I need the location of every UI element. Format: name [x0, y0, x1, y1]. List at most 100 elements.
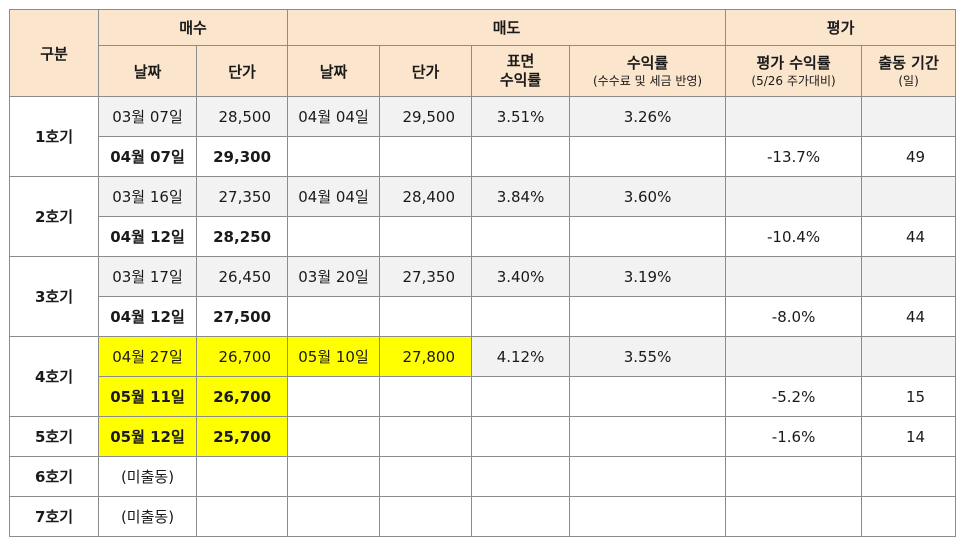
yield-empty: [569, 376, 727, 417]
surface-yield-empty: [471, 416, 571, 457]
header-surface-yield-line1: 표면: [506, 52, 535, 70]
sell-price: 27,350: [379, 256, 473, 297]
buy-date: 04월 12일: [98, 216, 197, 257]
days: 15: [861, 376, 957, 417]
yield-empty: [569, 456, 727, 497]
row-label: 6호기: [9, 456, 99, 497]
header-yield-note: (수수료 및 세금 반영): [592, 73, 703, 88]
surface-yield-empty: [471, 136, 571, 177]
sell-price-empty: [379, 136, 473, 177]
eval-yield: -13.7%: [725, 136, 863, 177]
header-yield: 수익률 (수수료 및 세금 반영): [569, 45, 727, 97]
days: 44: [861, 296, 957, 337]
buy-date: 04월 27일: [98, 336, 197, 377]
table-row: 5호기 05월 12일 25,700 -1.6% 14: [9, 416, 957, 457]
table-row: 04월 12일 27,500 -8.0% 44: [10, 296, 957, 337]
header-sell-date: 날짜: [287, 45, 381, 97]
header-surface-yield: 표면 수익률: [471, 45, 571, 97]
surface-yield: 3.40%: [471, 256, 571, 297]
surface-yield: 3.51%: [471, 96, 571, 137]
table-row: 1호기 03월 07일 28,500 04월 04일 29,500 3.51% …: [9, 96, 957, 177]
buy-price: 26,450: [195, 256, 289, 297]
sell-price: 29,500: [379, 96, 473, 137]
buy-date: 04월 07일: [98, 136, 197, 177]
row-label: 4호기: [9, 336, 99, 417]
surface-yield: 4.12%: [471, 336, 571, 377]
surface-yield-empty: [471, 456, 571, 497]
sell-date-empty: [287, 296, 381, 337]
yield-empty: [569, 496, 727, 537]
header-eval-yield-label: 평가 수익률: [756, 53, 831, 72]
sell-date: 04월 04일: [287, 96, 381, 137]
row-label: 1호기: [9, 96, 99, 177]
yield-empty: [569, 216, 727, 257]
surface-yield-empty: [471, 216, 571, 257]
header-group: 구분: [9, 9, 99, 97]
days-empty: [861, 336, 957, 377]
header-sell-price: 단가: [379, 45, 473, 97]
sell-price-empty: [379, 376, 473, 417]
table-row: 05월 11일 26,700 -5.2% 15: [10, 376, 957, 417]
days-empty: [861, 176, 957, 217]
yield-empty: [569, 296, 727, 337]
header-period-label: 출동 기간: [878, 53, 939, 72]
eval-yield-empty: [725, 336, 863, 377]
sell-date-empty: [287, 456, 381, 497]
sell-price-empty: [379, 416, 473, 457]
table-row: 04월 12일 28,250 -10.4% 44: [10, 216, 957, 257]
buy-date: 04월 12일: [98, 296, 197, 337]
header-buy-price: 단가: [195, 45, 289, 97]
eval-yield-empty: [725, 496, 863, 537]
days-empty: [861, 456, 957, 497]
sell-date-empty: [287, 216, 381, 257]
yield: 3.19%: [569, 256, 727, 297]
header-period: 출동 기간 (일): [861, 45, 957, 97]
buy-date: 03월 17일: [98, 256, 197, 297]
buy-price: 25,700: [195, 416, 289, 457]
buy-price: 28,500: [195, 96, 289, 137]
sell-date-empty: [287, 496, 381, 537]
buy-date: 05월 12일: [98, 416, 197, 457]
buy-price: 26,700: [195, 376, 289, 417]
not-deployed-note: (미출동): [98, 456, 197, 497]
eval-yield-empty: [725, 176, 863, 217]
header-eval-yield: 평가 수익률 (5/26 주가대비): [725, 45, 863, 97]
table-row: 4호기 04월 27일 26,700 05월 10일 27,800 4.12% …: [9, 336, 957, 417]
table-row: 04월 07일 29,300 -13.7% 49: [10, 136, 957, 177]
sell-date: 04월 04일: [287, 176, 381, 217]
row-label: 5호기: [9, 416, 99, 457]
sell-price-empty: [379, 296, 473, 337]
sell-price-empty: [379, 456, 473, 497]
surface-yield: 3.84%: [471, 176, 571, 217]
header-sell: 매도: [287, 9, 727, 46]
buy-price: 28,250: [195, 216, 289, 257]
row-label: 2호기: [9, 176, 99, 257]
days: 44: [861, 216, 957, 257]
buy-date: 05월 11일: [98, 376, 197, 417]
surface-yield-empty: [471, 376, 571, 417]
days-empty: [861, 256, 957, 297]
days-empty: [861, 496, 957, 537]
eval-yield-empty: [725, 456, 863, 497]
header-buy: 매수: [97, 9, 289, 46]
sell-price-empty: [379, 496, 473, 537]
header-buy-date: 날짜: [98, 45, 197, 97]
sell-date: 05월 10일: [287, 336, 381, 377]
eval-yield: -10.4%: [725, 216, 863, 257]
eval-yield: -8.0%: [725, 296, 863, 337]
buy-price: 26,700: [195, 336, 289, 377]
table-row: 3호기 03월 17일 26,450 03월 20일 27,350 3.40% …: [9, 256, 957, 337]
table-row: 2호기 03월 16일 27,350 04월 04일 28,400 3.84% …: [9, 176, 957, 257]
header-yield-label: 수익률: [626, 53, 669, 72]
buy-price-empty: [195, 456, 289, 497]
header-eval-yield-note: (5/26 주가대비): [751, 73, 836, 88]
sell-price: 27,800: [379, 336, 473, 377]
days-empty: [861, 96, 957, 137]
header-eval: 평가: [725, 9, 957, 46]
yield: 3.55%: [569, 336, 727, 377]
buy-date: 03월 16일: [98, 176, 197, 217]
eval-yield-empty: [725, 256, 863, 297]
sell-date-empty: [287, 416, 381, 457]
yield: 3.26%: [569, 96, 727, 137]
eval-yield: -5.2%: [725, 376, 863, 417]
